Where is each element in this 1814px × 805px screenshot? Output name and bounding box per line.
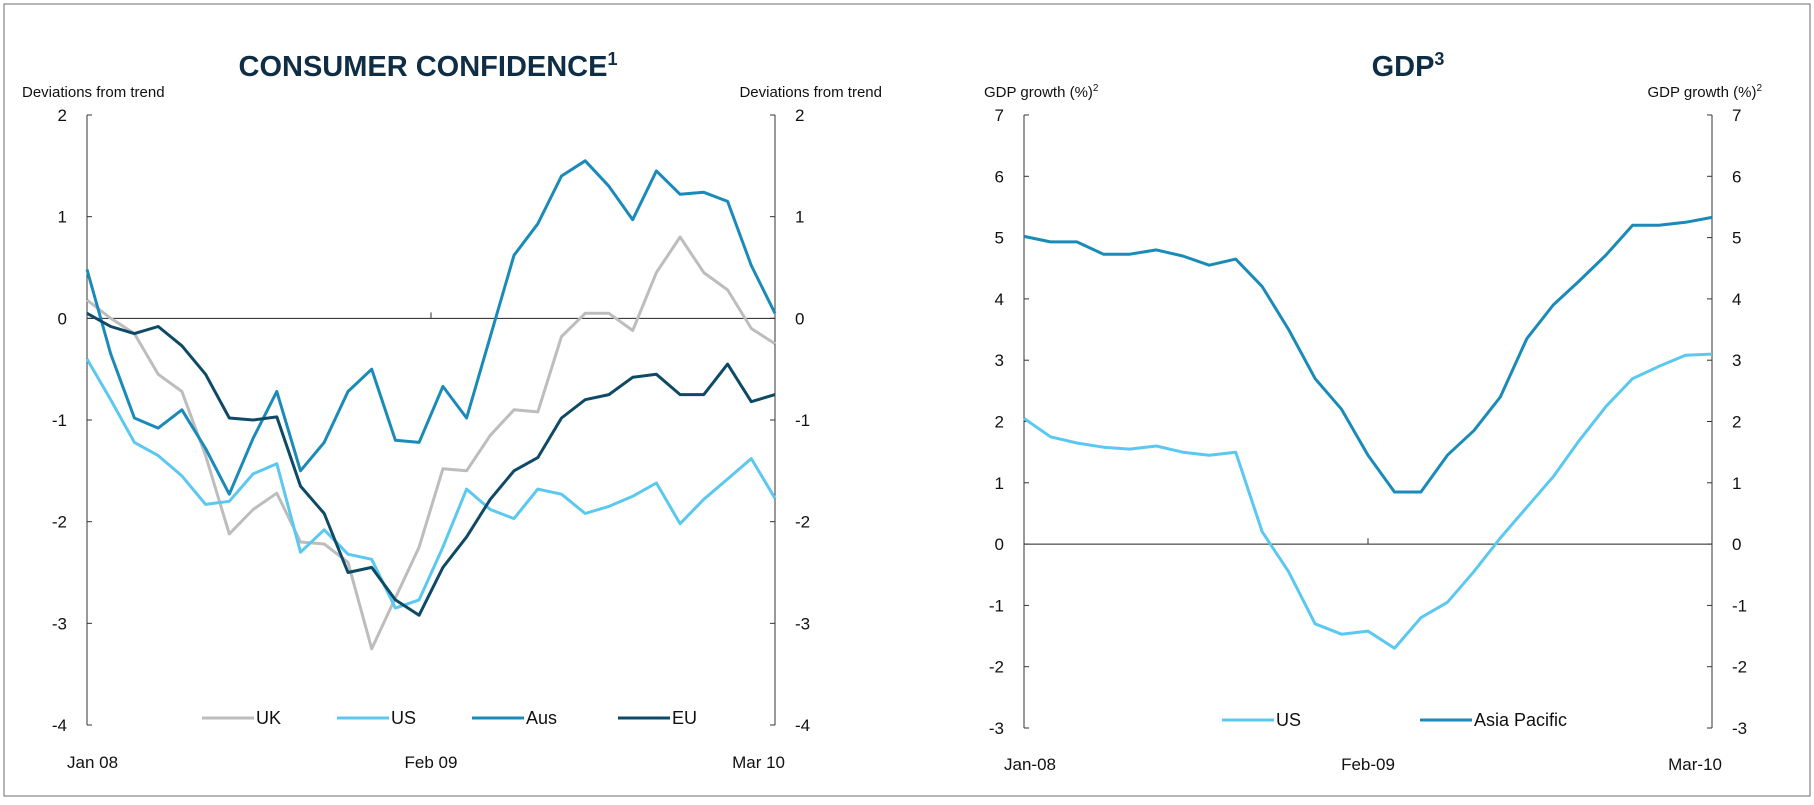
chart1-ytick-right-label: -1 xyxy=(795,411,810,430)
chart1-legend-label-uk: UK xyxy=(256,708,281,728)
chart2-ytick-left-label: 1 xyxy=(995,474,1004,493)
chart2-ytick-right-label: -2 xyxy=(1732,658,1747,677)
chart1-series-eu xyxy=(86,311,776,617)
chart2-ylabel-right-sup: 2 xyxy=(1756,83,1762,94)
chart1-ytick-left-label: -1 xyxy=(52,411,67,430)
chart1-ytick-left-label: 2 xyxy=(58,106,67,125)
chart1-title-sup: 1 xyxy=(607,49,617,69)
chart2-ytick-right-label: -1 xyxy=(1732,596,1747,615)
chart1-ytick-left-label: -4 xyxy=(52,716,67,735)
chart1-title: CONSUMER CONFIDENCE1 xyxy=(239,49,618,83)
chart2-ytick-right-label: 1 xyxy=(1732,474,1741,493)
chart1-legend-label-aus: Aus xyxy=(526,708,557,728)
chart1-xtick-label: Mar 10 xyxy=(732,753,785,772)
chart2-ytick-right-label: 2 xyxy=(1732,413,1741,432)
chart1-ytick-right-label: 1 xyxy=(795,208,804,227)
chart2-ytick-left-label: 2 xyxy=(995,413,1004,432)
chart1-legend-label-eu: EU xyxy=(672,708,697,728)
chart2-ytick-right-label: 0 xyxy=(1732,535,1741,554)
chart2-ytick-left-label: -1 xyxy=(989,596,1004,615)
chart2-ylabel-left-sup: 2 xyxy=(1093,83,1099,94)
chart2-ytick-left-label: -2 xyxy=(989,658,1004,677)
chart2-xtick-label: Feb-09 xyxy=(1341,755,1395,774)
chart2-ytick-left-label: 6 xyxy=(995,167,1004,186)
chart2-ytick-left-label: 0 xyxy=(995,535,1004,554)
chart1-ytick-right-label: -4 xyxy=(795,716,810,735)
chart1-ytick-left-label: 0 xyxy=(58,309,67,328)
chart2-ytick-left-label: 3 xyxy=(995,351,1004,370)
chart1-xtick-label: Feb 09 xyxy=(405,753,458,772)
chart2-legend-label-asia-pacific: Asia Pacific xyxy=(1474,710,1567,730)
outer-border xyxy=(3,3,1811,797)
chart1-ytick-left-label: -2 xyxy=(52,513,67,532)
chart2-xtick-label: Mar-10 xyxy=(1668,755,1722,774)
chart2-ylabel-left-text: GDP growth (%) xyxy=(984,84,1093,101)
chart1-legend-label-us: US xyxy=(391,708,416,728)
chart1-xtick-label: Jan 08 xyxy=(67,753,118,772)
chart1-series-us xyxy=(85,358,777,610)
chart2-xtick-label: Jan-08 xyxy=(1004,755,1056,774)
chart2-ytick-left-label: 7 xyxy=(995,106,1004,125)
chart1-ylabel-left: Deviations from trend xyxy=(22,84,165,101)
chart2-ytick-left-label: 4 xyxy=(995,290,1004,309)
chart2-ytick-right-label: 4 xyxy=(1732,290,1741,309)
chart1-ytick-right-label: 0 xyxy=(795,309,804,328)
chart2-ytick-right-label: 3 xyxy=(1732,351,1741,370)
chart2-title-sup: 3 xyxy=(1434,49,1444,69)
chart2-legend-label-us: US xyxy=(1276,710,1301,730)
chart1-ylabel-right: Deviations from trend xyxy=(739,84,882,101)
chart2-title: GDP3 xyxy=(1372,49,1445,83)
chart1-ytick-left-label: -3 xyxy=(52,614,67,633)
chart2-ytick-left-label: -3 xyxy=(989,719,1004,738)
chart1-ytick-right-label: -3 xyxy=(795,614,810,633)
chart2-ytick-right-label: 5 xyxy=(1732,229,1741,248)
chart1-ytick-left-label: 1 xyxy=(58,208,67,227)
chart2-ytick-right-label: 7 xyxy=(1732,106,1741,125)
chart2-ytick-right-label: -3 xyxy=(1732,719,1747,738)
chart1-title-text: CONSUMER CONFIDENCE xyxy=(239,51,608,83)
chart2-series-asia-pacific xyxy=(1023,215,1713,494)
chart1-ytick-right-label: -2 xyxy=(795,513,810,532)
chart2-ylabel-right-text: GDP growth (%) xyxy=(1648,84,1757,101)
chart1-series-aus xyxy=(85,159,777,496)
chart2-ylabel-right: GDP growth (%)2 xyxy=(1648,83,1763,101)
chart2-title-text: GDP xyxy=(1372,51,1435,83)
chart2-ytick-left-label: 5 xyxy=(995,229,1004,248)
chart2-series-us xyxy=(1023,352,1713,650)
chart2-ytick-right-label: 6 xyxy=(1732,167,1741,186)
chart2-ylabel-left: GDP growth (%)2 xyxy=(984,83,1099,101)
chart1-ytick-right-label: 2 xyxy=(795,106,804,125)
